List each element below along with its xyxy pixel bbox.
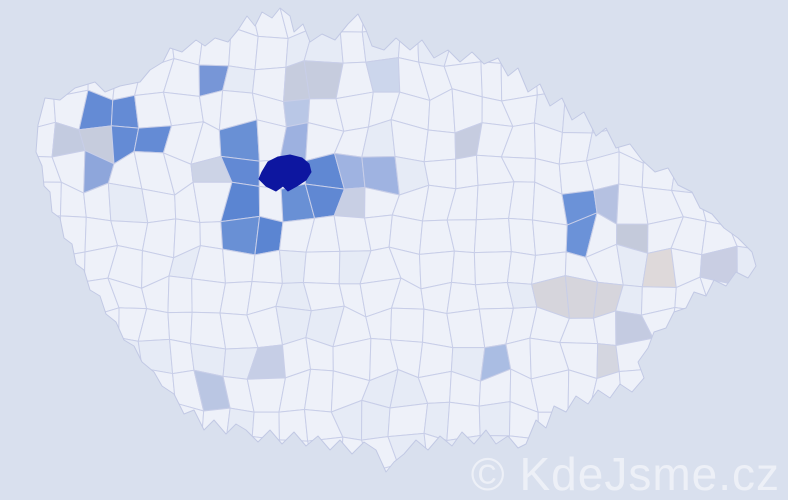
region-dobris: [254, 215, 284, 256]
district-cell: [387, 402, 429, 438]
district-cell: [506, 251, 537, 285]
district-cell: [167, 275, 193, 314]
district-cell: [390, 307, 425, 343]
region-karlovy-vary-3: [110, 94, 140, 129]
district-cell: [167, 311, 193, 344]
district-cell: [474, 281, 514, 310]
district-cell: [473, 217, 512, 254]
district-cell: [478, 401, 511, 437]
district-cell: [508, 217, 537, 256]
district-cell: [339, 31, 367, 64]
district-cell: [222, 65, 256, 94]
district-cell: [423, 129, 457, 163]
country-outline: [35, 7, 757, 473]
district-cell: [222, 248, 256, 284]
district-cell: [455, 154, 479, 190]
district-cell: [475, 181, 515, 221]
region-prerov-2: [564, 275, 599, 319]
region-praha: [258, 154, 312, 192]
kdejsme-watermark: © KdeJsme.cz: [471, 448, 780, 500]
district-cell: [302, 250, 341, 285]
district-cell: [191, 278, 226, 314]
district-cell: [278, 249, 307, 284]
district-cell: [141, 188, 177, 224]
region-ostrava: [641, 247, 677, 289]
district-cell: [361, 399, 391, 441]
district-cell: [423, 158, 457, 190]
district-cell: [532, 219, 568, 256]
district-cell: [446, 281, 480, 315]
district-cell: [451, 250, 476, 286]
district-cell: [480, 61, 503, 102]
district-cell: [446, 308, 486, 349]
district-cell: [473, 251, 512, 286]
district-cell: [251, 249, 283, 284]
region-pribram: [220, 215, 261, 256]
district-cell: [199, 221, 224, 250]
district-cell: [254, 35, 289, 71]
